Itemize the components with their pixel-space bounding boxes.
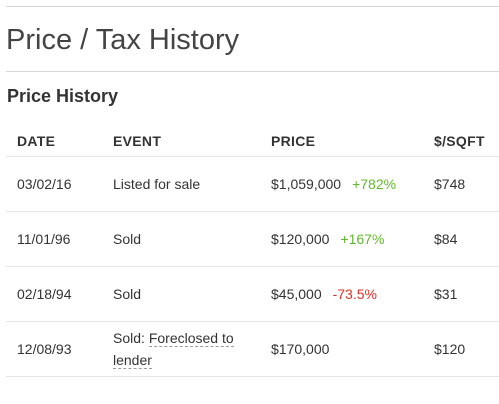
row-event: Sold: [113, 286, 142, 302]
table-row: 02/18/94 Sold $45,000 -73.5% $31: [6, 267, 499, 322]
table-row: 12/08/93 Sold: Foreclosed to lender $170,…: [6, 322, 499, 377]
title-divider: [6, 71, 499, 72]
table-header-row: DATE EVENT PRICE $/SQFT: [6, 125, 499, 157]
section-heading-price-history: Price History: [7, 86, 119, 106]
foreclosed-to-lender-link-continued[interactable]: lender: [113, 352, 152, 369]
price-change-increase: +782%: [352, 176, 397, 192]
table-row: 03/02/16 Listed for sale $1,059,000 +782…: [6, 157, 499, 212]
price-change-increase: +167%: [340, 231, 385, 247]
row-price: $170,000: [271, 341, 330, 357]
price-group: $45,000 -73.5%: [271, 283, 377, 305]
row-price-per-sqft: $748: [434, 176, 466, 192]
row-date: 11/01/96: [17, 231, 71, 247]
column-header-price-per-sqft: $/SQFT: [434, 133, 485, 149]
column-header-date: DATE: [17, 133, 56, 149]
row-price-per-sqft: $120: [434, 341, 466, 357]
page-title: Price / Tax History: [6, 24, 240, 56]
foreclosed-to-lender-link[interactable]: Foreclosed to: [148, 330, 234, 347]
row-price-cell: $120,000 +167%: [271, 228, 384, 250]
row-price: $1,059,000: [271, 176, 342, 192]
price-change-decrease: -73.5%: [332, 286, 377, 302]
row-price-cell: $45,000 -73.5%: [271, 283, 377, 305]
column-header-event: EVENT: [113, 133, 162, 149]
row-date: 12/08/93: [17, 341, 72, 357]
price-group: $120,000 +167%: [271, 228, 384, 250]
row-event: Listed for sale: [113, 176, 201, 192]
top-divider: [6, 6, 499, 7]
row-price: $45,000: [271, 286, 322, 302]
price-group: $1,059,000 +782%: [271, 173, 396, 195]
row-event: Sold: [113, 231, 142, 247]
column-header-price: PRICE: [271, 133, 316, 149]
table-row: 11/01/96 Sold $120,000 +167% $84: [6, 212, 499, 267]
row-event: Sold: Foreclosed to lender: [113, 327, 253, 371]
row-price-per-sqft: $31: [434, 286, 458, 302]
row-price-cell: $1,059,000 +782%: [271, 173, 396, 195]
event-prefix: Sold:: [113, 330, 149, 346]
row-date: 02/18/94: [17, 286, 72, 302]
row-price: $120,000: [271, 231, 330, 247]
price-history-table: DATE EVENT PRICE $/SQFT 03/02/16 Listed …: [6, 125, 499, 377]
row-price-per-sqft: $84: [434, 231, 458, 247]
row-date: 03/02/16: [17, 176, 72, 192]
